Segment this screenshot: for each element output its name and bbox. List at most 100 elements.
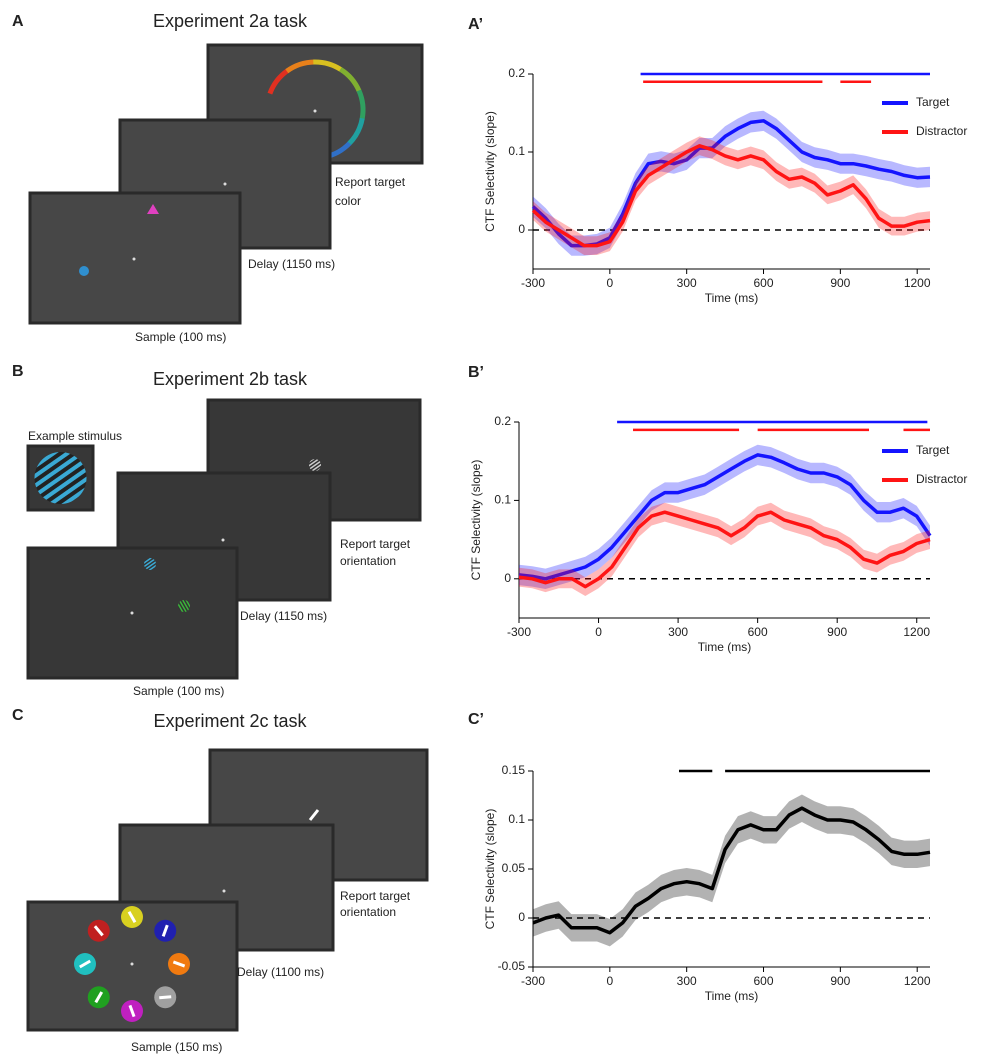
x-tick-label: 600 bbox=[754, 276, 774, 290]
label: Delay (1150 ms) bbox=[240, 609, 327, 623]
label: Delay (1100 ms) bbox=[237, 965, 324, 979]
line bbox=[518, 510, 931, 589]
x-axis-label: Time (ms) bbox=[705, 291, 759, 305]
error-band bbox=[519, 502, 930, 596]
x-tick-label: 1200 bbox=[904, 974, 931, 988]
y-tick-label: 0 bbox=[518, 910, 525, 924]
x-tick-label: -300 bbox=[521, 276, 545, 290]
fixation bbox=[223, 182, 227, 186]
x-tick-label: 600 bbox=[754, 974, 774, 988]
disc-array bbox=[74, 906, 190, 1022]
label: Report target bbox=[335, 175, 406, 189]
wheel-arc bbox=[338, 67, 362, 93]
wheel-arc bbox=[285, 59, 315, 74]
label: orientation bbox=[340, 905, 396, 919]
x-tick-label: 0 bbox=[595, 625, 602, 639]
error-band bbox=[519, 444, 930, 589]
y-tick-label: 0.2 bbox=[508, 66, 525, 80]
x-axis-label: Time (ms) bbox=[698, 640, 752, 654]
disc-bar bbox=[172, 960, 186, 968]
x-tick-label: 900 bbox=[830, 974, 850, 988]
grating bbox=[34, 452, 87, 504]
y-tick-label: 0.2 bbox=[494, 414, 511, 428]
panel-letter: B bbox=[12, 363, 24, 380]
panel-title: Experiment 2c task bbox=[153, 711, 307, 731]
screen bbox=[28, 191, 242, 325]
y-tick-label: 0 bbox=[504, 571, 511, 585]
x-tick-label: 900 bbox=[830, 276, 850, 290]
label: Sample (100 ms) bbox=[135, 330, 226, 344]
panel-letter: C’ bbox=[468, 711, 484, 728]
fixation bbox=[132, 257, 136, 261]
stimulus bbox=[79, 266, 89, 276]
grating bbox=[309, 459, 321, 471]
label: color bbox=[335, 194, 361, 208]
line bbox=[532, 806, 931, 935]
disc-bar bbox=[79, 959, 91, 969]
stimulus bbox=[147, 204, 159, 214]
y-tick-label: 0 bbox=[518, 222, 525, 236]
error-band bbox=[533, 110, 930, 256]
disc-bar bbox=[128, 1004, 136, 1018]
line bbox=[531, 119, 931, 248]
x-tick-label: 0 bbox=[606, 974, 613, 988]
fixation bbox=[221, 538, 225, 542]
wheel-arc bbox=[356, 89, 366, 120]
x-tick-label: 300 bbox=[668, 625, 688, 639]
wheel-arc bbox=[313, 59, 343, 72]
label: orientation bbox=[340, 554, 396, 568]
label: Report target bbox=[340, 889, 411, 903]
panel-title: Experiment 2a task bbox=[153, 11, 308, 31]
fixation bbox=[130, 962, 134, 966]
disc-bar bbox=[161, 924, 169, 937]
charts: A’ 0 0.1 0.2 -300 0 300 600 900 1200 Time (ms) CTF … bbox=[468, 16, 967, 1003]
x-tick-label: 300 bbox=[677, 276, 697, 290]
grating bbox=[178, 600, 190, 612]
y-tick-label: 0.15 bbox=[502, 763, 526, 777]
disc-bar bbox=[93, 925, 104, 937]
legend-label: Target bbox=[916, 443, 950, 457]
y-tick-label: 0.1 bbox=[494, 493, 511, 507]
x-tick-label: 1200 bbox=[904, 276, 931, 290]
fixation bbox=[313, 109, 317, 113]
disc-bar bbox=[94, 991, 104, 1004]
fixation bbox=[130, 611, 134, 615]
x-axis-label: Time (ms) bbox=[705, 989, 759, 1003]
y-tick-label: 0.05 bbox=[502, 861, 526, 875]
panel-letter: A’ bbox=[468, 16, 483, 33]
disc-bar bbox=[127, 911, 137, 923]
x-tick-label: 0 bbox=[606, 276, 613, 290]
line bbox=[518, 453, 932, 581]
x-tick-label: 900 bbox=[827, 625, 847, 639]
y-axis-label: CTF Selectivity (slope) bbox=[483, 809, 497, 930]
error-band bbox=[533, 794, 930, 947]
x-tick-label: 300 bbox=[677, 974, 697, 988]
panel-letter: A bbox=[12, 13, 24, 30]
label: Sample (150 ms) bbox=[131, 1040, 222, 1054]
legend-label: Distractor bbox=[916, 472, 967, 486]
wheel-arc bbox=[267, 68, 290, 95]
legend-label: Target bbox=[916, 95, 950, 109]
x-tick-label: -300 bbox=[521, 974, 545, 988]
panel-title: Experiment 2b task bbox=[153, 369, 308, 389]
label: Example stimulus bbox=[28, 429, 122, 443]
label: Report target bbox=[340, 537, 411, 551]
x-tick-label: 600 bbox=[748, 625, 768, 639]
legend-label: Distractor bbox=[916, 124, 967, 138]
wheel-arc bbox=[347, 117, 365, 146]
fixation bbox=[222, 889, 226, 893]
line bbox=[531, 144, 931, 248]
error-band bbox=[533, 136, 930, 255]
grating bbox=[144, 558, 156, 570]
y-tick-label: -0.05 bbox=[498, 959, 526, 973]
y-tick-label: 0.1 bbox=[508, 144, 525, 158]
y-tick-label: 0.1 bbox=[508, 812, 525, 826]
disc-bar bbox=[159, 995, 172, 1000]
y-axis-label: CTF Selectivity (slope) bbox=[469, 460, 483, 581]
probe bbox=[308, 809, 320, 821]
panel-letter: C bbox=[12, 707, 24, 724]
label: Delay (1150 ms) bbox=[248, 257, 335, 271]
label: Sample (100 ms) bbox=[133, 684, 224, 698]
